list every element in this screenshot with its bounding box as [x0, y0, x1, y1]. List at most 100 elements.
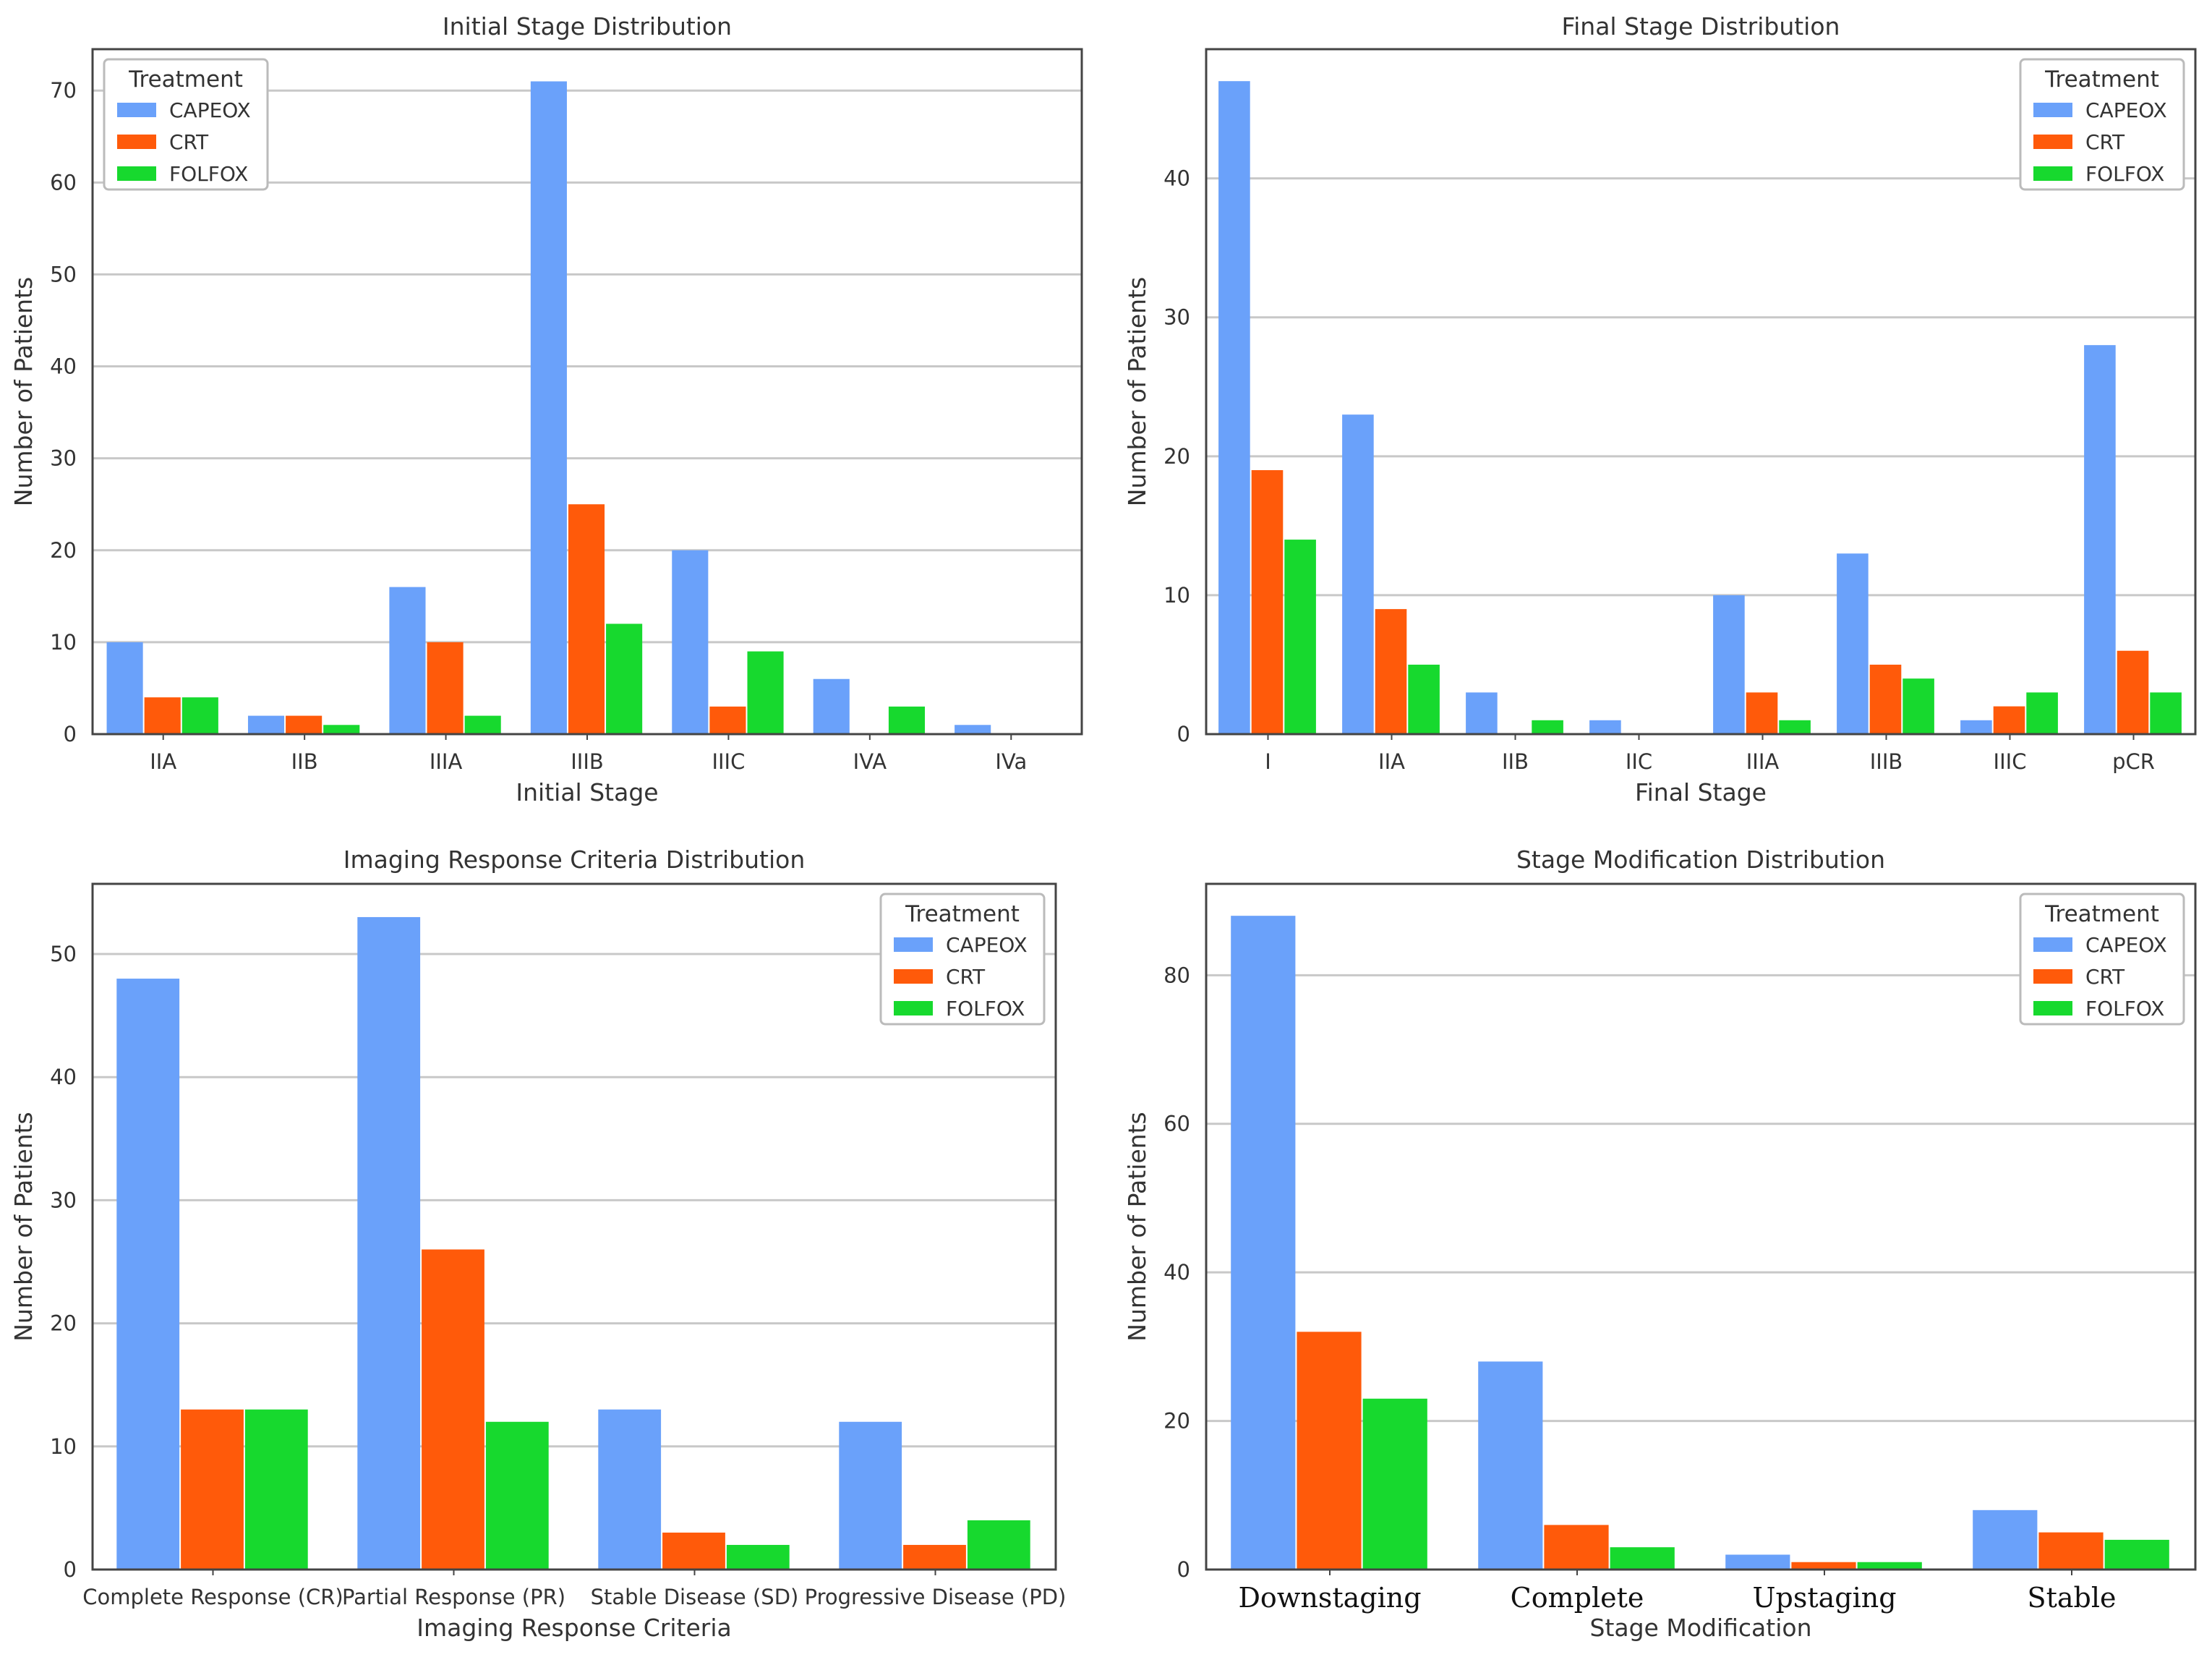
plot-frame: [91, 882, 1057, 1571]
bar-capeox-7: [2084, 345, 2116, 734]
bar-capeox-3: [530, 81, 567, 734]
bar-folfox-7: [2150, 692, 2182, 734]
legend-swatch-folfox: [2033, 166, 2072, 181]
bar-capeox-2: [389, 587, 426, 734]
x-tick-label: Stable: [2028, 1582, 2117, 1614]
y-tick-label: 80: [1163, 963, 1190, 987]
chart-title: Imaging Response Criteria Distribution: [343, 846, 806, 874]
legend-label-capeox: CAPEOX: [2085, 933, 2167, 957]
bar-crt-0: [1297, 1332, 1362, 1570]
y-tick-label: 50: [50, 262, 77, 286]
y-axis-label: Number of Patients: [9, 277, 38, 506]
chart-title: Stage Modification Distribution: [1516, 846, 1885, 874]
legend-swatch-crt: [894, 969, 933, 984]
x-tick-label: Complete: [1511, 1582, 1644, 1614]
bar-folfox-0: [1362, 1398, 1427, 1570]
x-tick-label: Complete Response (CR): [82, 1585, 343, 1609]
bar-capeox-1: [357, 916, 421, 1570]
bar-crt-3: [2038, 1532, 2104, 1570]
y-tick-label: 20: [1163, 444, 1190, 469]
bar-crt-4: [1746, 692, 1778, 734]
legend-box: [2019, 893, 2185, 1026]
legend-label-crt: CRT: [169, 130, 209, 154]
x-tick-label: Stable Disease (SD): [591, 1585, 799, 1609]
legend-swatch-capeox: [117, 103, 156, 117]
bar-crt-0: [181, 1409, 244, 1570]
y-tick-label: 50: [50, 942, 77, 966]
legend-title: Treatment: [128, 67, 243, 93]
bar-crt-3: [568, 504, 605, 734]
bar-crt-1: [1375, 609, 1407, 734]
y-tick-label: 30: [1163, 305, 1190, 330]
chart-svg: Imaging Response Criteria Distribution 0 1…: [9, 846, 1067, 1642]
bar-capeox-1: [1478, 1361, 1543, 1570]
y-tick-label: 40: [50, 354, 77, 379]
legend: Treatment CAPEOX CRT FOLFOX: [2019, 58, 2185, 191]
legend-swatch-capeox: [2033, 937, 2072, 952]
bar-capeox-1: [247, 715, 285, 734]
legend-swatch-folfox: [894, 1001, 933, 1015]
bar-capeox-0: [106, 642, 143, 734]
x-tick-label: IIIA: [430, 749, 463, 774]
bar-crt-1: [1544, 1525, 1609, 1570]
x-tick-label: IIA: [150, 749, 176, 774]
x-tick-label: Downstaging: [1238, 1582, 1421, 1614]
x-axis-label: Stage Modification: [1590, 1614, 1812, 1642]
x-tick-label: IVa: [995, 749, 1027, 774]
x-tick-label: Upstaging: [1752, 1582, 1896, 1614]
y-tick-label: 0: [1177, 722, 1190, 746]
y-tick-label: 0: [1177, 1557, 1190, 1582]
y-axis-label: Number of Patients: [1123, 277, 1151, 506]
y-tick-label: 70: [50, 78, 77, 103]
legend-title: Treatment: [905, 901, 1020, 927]
initial-stage-chart: Initial Stage Distribution 0 10 20 30 40 50 60 7…: [0, 0, 1098, 835]
bar-folfox-0: [182, 697, 218, 734]
bar-folfox-4: [747, 651, 784, 734]
legend-box: [879, 893, 1046, 1026]
final-stage-chart: Final Stage Distribution 0 10 20 30 40 I IIA IIB…: [1114, 0, 2212, 835]
x-tick-label: Progressive Disease (PD): [805, 1585, 1067, 1609]
chart-svg: Initial Stage Distribution 0 10 20 30 40 50 60 7…: [9, 12, 1083, 806]
bar-crt-0: [144, 697, 181, 734]
bar-crt-7: [2117, 650, 2149, 734]
plot-frame: [1205, 48, 2197, 736]
x-tick-label: IVA: [853, 749, 887, 774]
bar-folfox-3: [606, 623, 643, 734]
bar-crt-2: [1791, 1562, 1856, 1570]
bar-capeox-4: [672, 550, 709, 734]
legend-title: Treatment: [2044, 901, 2159, 927]
legend-label-crt: CRT: [2085, 130, 2125, 154]
y-tick-label: 20: [50, 538, 77, 563]
bar-folfox-3: [2104, 1539, 2169, 1570]
legend-title: Treatment: [2044, 67, 2159, 93]
bar-crt-4: [709, 706, 746, 734]
x-tick-label: IIB: [1502, 749, 1529, 774]
bar-folfox-1: [1610, 1547, 1675, 1570]
y-axis-label: Number of Patients: [9, 1112, 38, 1341]
bar-folfox-0: [1284, 540, 1316, 734]
bar-crt-6: [1993, 706, 2025, 734]
bar-folfox-3: [967, 1520, 1030, 1570]
stage-modification-chart: Stage Modification Distribution 0 20 40 60 80…: [1114, 833, 2212, 1665]
bar-capeox-2: [1466, 692, 1498, 734]
y-tick-label: 10: [1163, 583, 1190, 608]
x-tick-label: I: [1265, 749, 1271, 774]
chart-title: Initial Stage Distribution: [443, 12, 732, 41]
bar-capeox-0: [116, 979, 180, 1570]
bar-capeox-3: [839, 1421, 902, 1570]
y-tick-label: 40: [1163, 1260, 1190, 1285]
y-tick-label: 20: [1163, 1409, 1190, 1434]
bar-folfox-1: [485, 1421, 549, 1570]
y-axis-label: Number of Patients: [1123, 1112, 1151, 1341]
legend-swatch-crt: [2033, 135, 2072, 149]
plot-frame: [1205, 882, 2197, 1571]
legend-swatch-crt: [117, 135, 156, 149]
bar-capeox-0: [1218, 81, 1250, 734]
bar-capeox-0: [1231, 916, 1296, 1570]
bar-capeox-6: [955, 725, 991, 734]
y-tick-label: 0: [64, 1557, 77, 1582]
bar-crt-5: [1869, 664, 1902, 734]
bar-crt-2: [427, 642, 464, 734]
y-tick-label: 40: [50, 1065, 77, 1089]
